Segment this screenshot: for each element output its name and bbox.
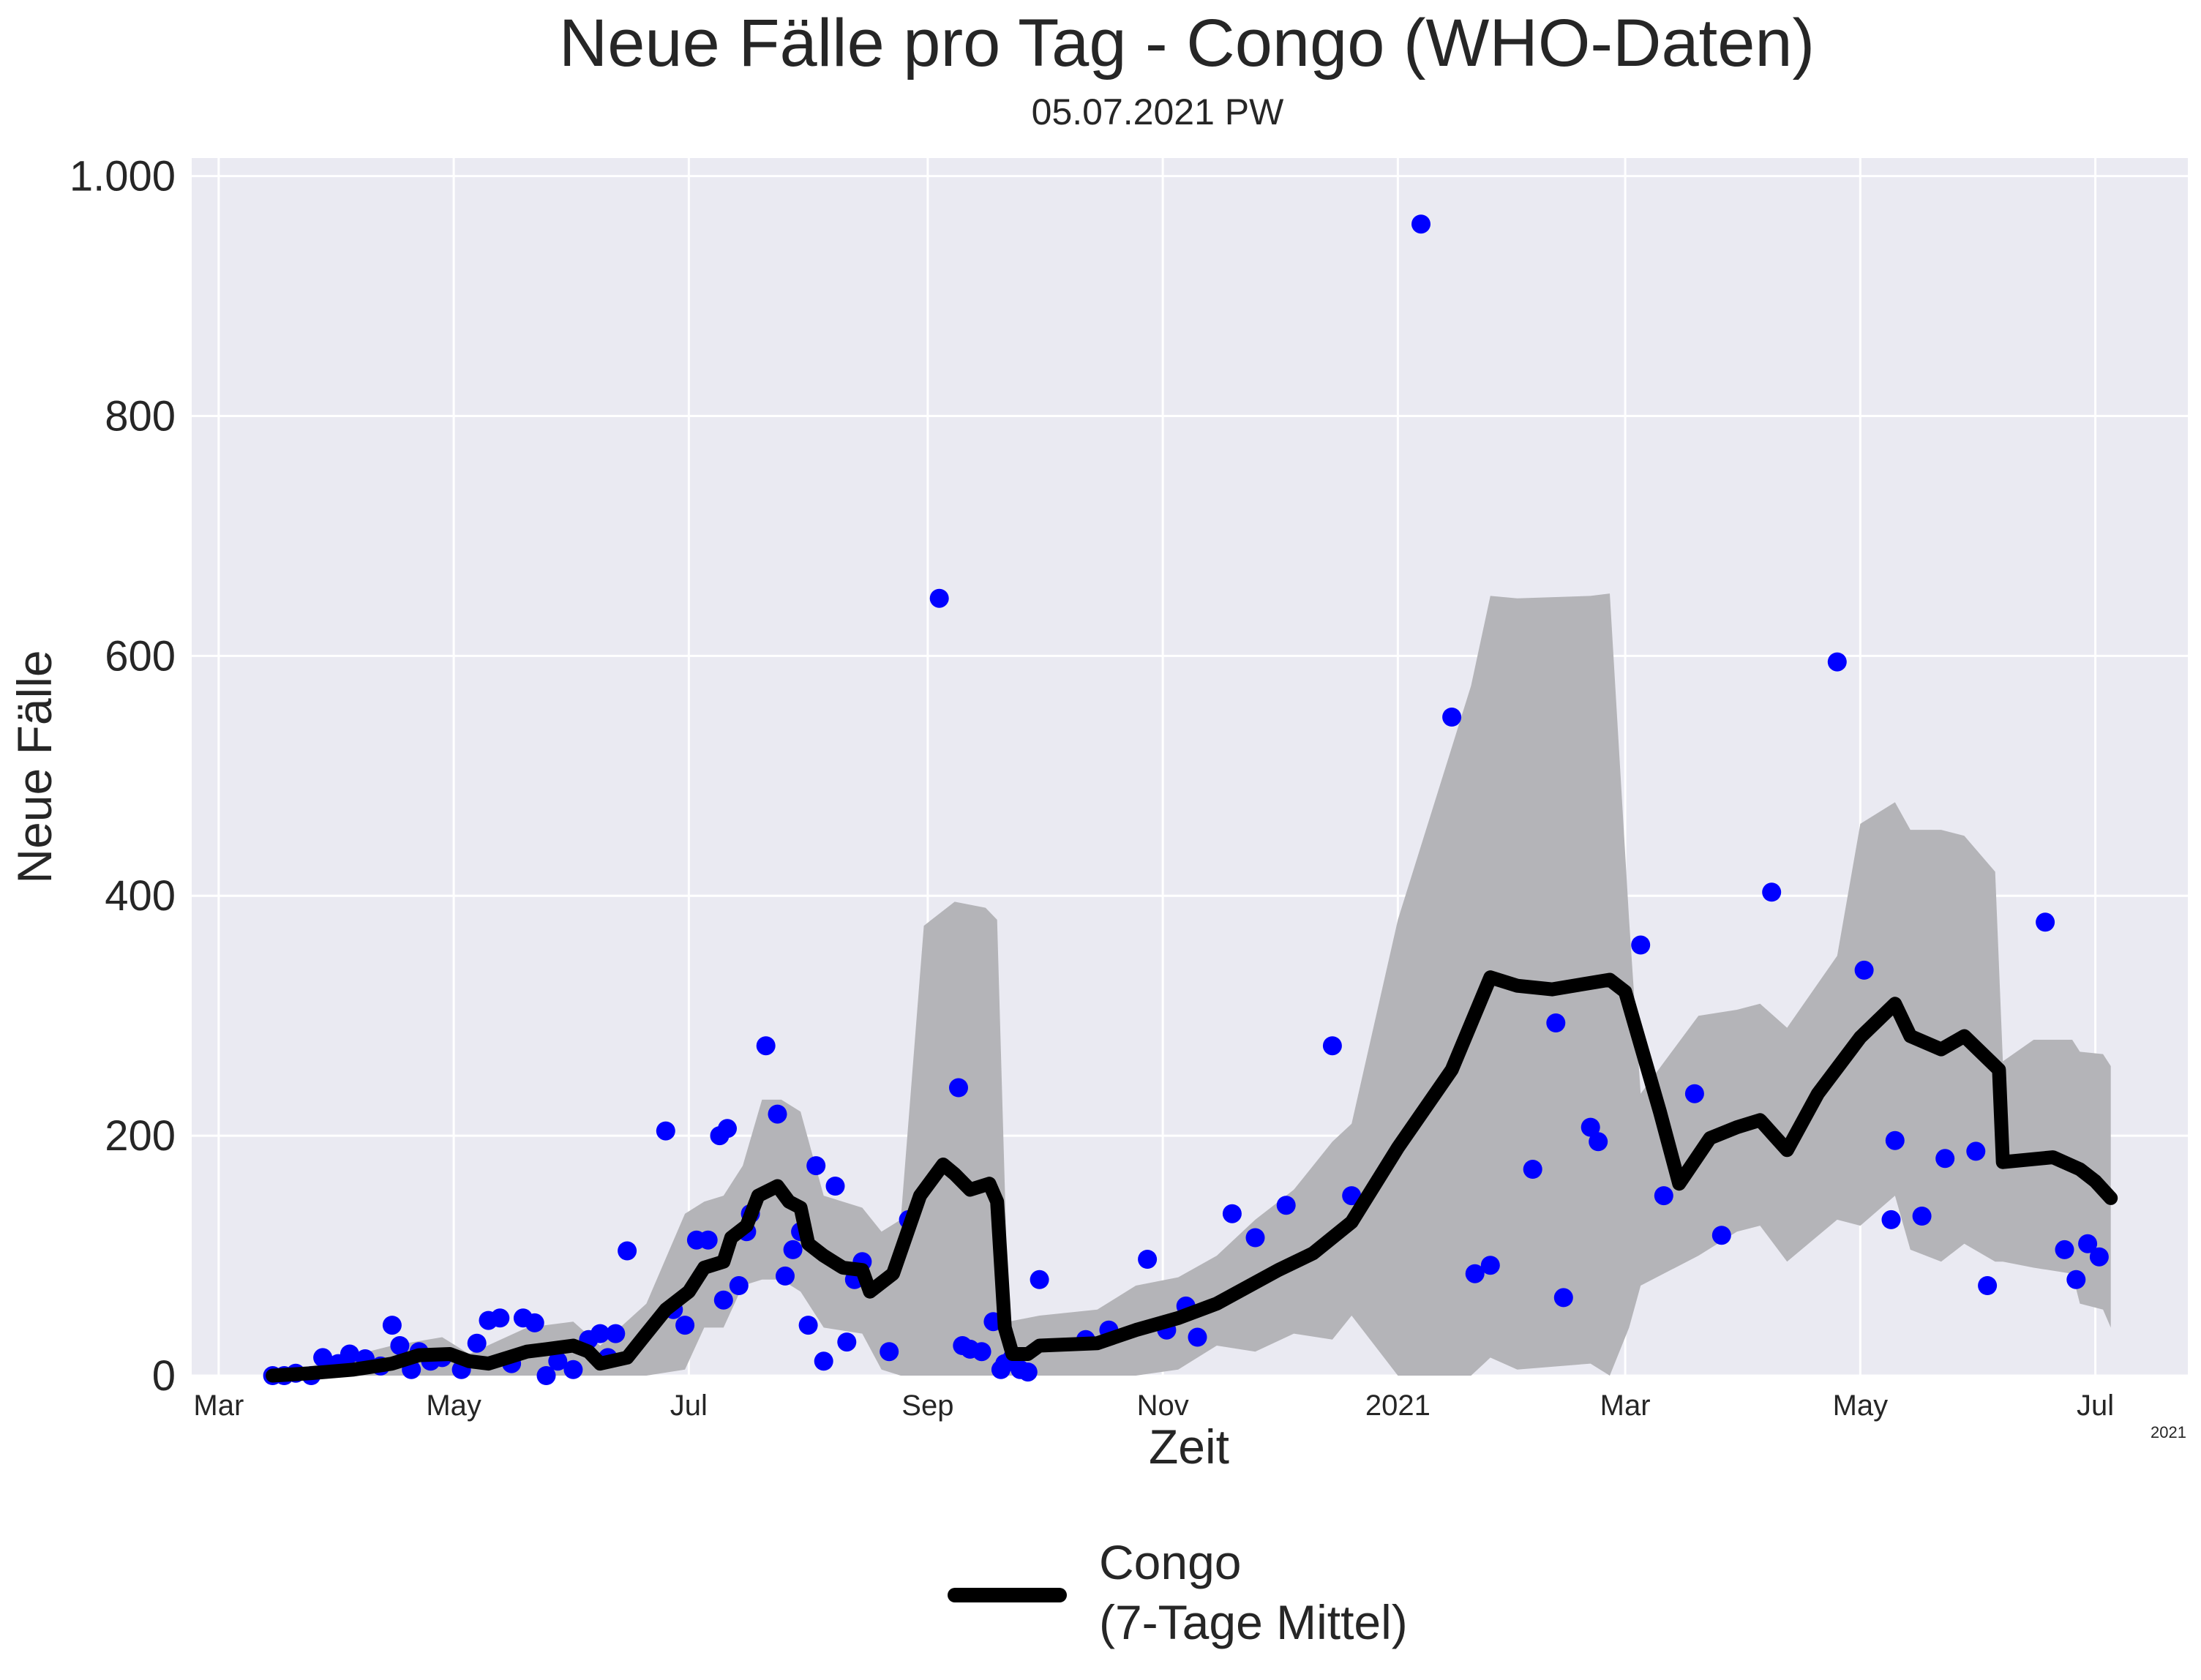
data-point: [2089, 1247, 2109, 1267]
y-axis-label: Neue Fälle: [7, 650, 61, 883]
data-point: [825, 1177, 845, 1196]
data-point: [313, 1348, 333, 1368]
data-point: [1245, 1228, 1265, 1248]
x-tick-label: 2021: [1365, 1390, 1431, 1422]
legend: Congo (7-Tage Mittel): [948, 1535, 1408, 1649]
x-tick-label: Mar: [193, 1390, 244, 1422]
data-point: [390, 1336, 410, 1355]
x-tick-label: May: [426, 1390, 481, 1422]
data-point: [1885, 1130, 1905, 1150]
data-point: [340, 1344, 359, 1364]
x-tick-label: Jul: [670, 1390, 708, 1422]
data-point: [1684, 1084, 1704, 1103]
data-point: [806, 1156, 826, 1176]
legend-label-line2: (7-Tage Mittel): [1099, 1595, 1408, 1649]
x-tick-label: Jul: [2077, 1390, 2114, 1422]
data-point: [490, 1308, 510, 1328]
x-tick-label: Mar: [1600, 1390, 1651, 1422]
data-point: [776, 1266, 795, 1286]
data-point: [1912, 1207, 1932, 1226]
data-point: [548, 1351, 568, 1371]
y-tick-label: 800: [105, 392, 176, 440]
mean-line-layer: [266, 970, 2118, 1383]
data-point: [1411, 214, 1431, 234]
data-point: [929, 588, 949, 608]
data-point: [1589, 1132, 1608, 1152]
data-point: [1523, 1160, 1542, 1179]
chart-subtitle: 05.07.2021 PW: [1032, 91, 1284, 132]
data-point: [2036, 912, 2055, 932]
data-point: [1935, 1149, 1955, 1169]
y-tick-label: 200: [105, 1112, 176, 1160]
data-point: [880, 1342, 899, 1362]
data-point: [1442, 708, 1462, 727]
x-axis-offset-label: 2021: [2151, 1423, 2186, 1441]
data-point: [525, 1313, 544, 1332]
data-point: [1762, 882, 1782, 902]
data-point: [698, 1230, 718, 1250]
data-point: [1553, 1288, 1573, 1308]
data-point: [563, 1360, 583, 1379]
data-point: [756, 1036, 776, 1056]
data-point: [798, 1316, 818, 1335]
y-tick-label: 400: [105, 872, 176, 920]
y-tick-label: 600: [105, 632, 176, 680]
data-point: [1978, 1276, 1998, 1295]
data-point: [1966, 1141, 1986, 1161]
data-point: [1342, 1186, 1362, 1206]
data-point: [1654, 1186, 1673, 1206]
data-point: [768, 1104, 787, 1124]
legend-label-line1: Congo: [1099, 1535, 1242, 1589]
data-point: [590, 1324, 610, 1343]
data-point: [949, 1078, 968, 1098]
data-point: [675, 1316, 695, 1335]
data-point: [467, 1333, 487, 1353]
data-point: [729, 1276, 749, 1295]
data-point: [783, 1240, 803, 1259]
data-point: [1711, 1226, 1731, 1245]
data-point: [713, 1290, 733, 1310]
range-band-area: [272, 593, 2111, 1376]
data-point: [1188, 1327, 1207, 1347]
data-point: [606, 1324, 626, 1343]
data-point: [1827, 652, 1847, 672]
data-point: [382, 1316, 402, 1335]
x-axis-ticks: Mar May Jul Sep Nov 2021 Mar May Jul: [193, 1390, 2114, 1422]
data-point: [2066, 1270, 2086, 1289]
range-band: [272, 593, 2111, 1376]
data-point: [1546, 1013, 1566, 1032]
y-axis-ticks: 0 200 400 600 800 1.000: [70, 153, 176, 1400]
data-point: [972, 1342, 991, 1362]
grid: [192, 158, 2188, 1377]
data-point: [1631, 935, 1651, 955]
x-tick-label: Sep: [901, 1390, 953, 1422]
series-line-congo: [266, 970, 2118, 1383]
data-point: [1030, 1270, 1049, 1289]
data-point: [718, 1119, 737, 1139]
x-tick-label: Nov: [1137, 1390, 1189, 1422]
y-tick-label: 0: [152, 1352, 176, 1400]
data-point: [1322, 1036, 1342, 1056]
data-point: [1465, 1264, 1485, 1283]
data-point: [1018, 1362, 1038, 1382]
data-point: [1881, 1210, 1901, 1229]
data-point: [1276, 1196, 1296, 1215]
data-point: [1138, 1250, 1158, 1269]
chart-title: Neue Fälle pro Tag - Congo (WHO-Daten): [559, 6, 1815, 80]
x-axis-label: Zeit: [1149, 1420, 1229, 1474]
data-point: [536, 1366, 556, 1385]
data-point: [1854, 960, 1874, 980]
data-point: [1480, 1256, 1500, 1275]
x-tick-label: May: [1833, 1390, 1889, 1422]
data-point: [1222, 1204, 1242, 1223]
data-point: [2078, 1234, 2098, 1253]
data-point: [656, 1121, 675, 1141]
y-tick-label: 1.000: [70, 153, 176, 200]
data-point: [814, 1351, 833, 1371]
data-point: [618, 1241, 637, 1261]
data-point: [837, 1332, 857, 1352]
data-point: [1581, 1117, 1600, 1137]
data-point: [2055, 1240, 2074, 1259]
